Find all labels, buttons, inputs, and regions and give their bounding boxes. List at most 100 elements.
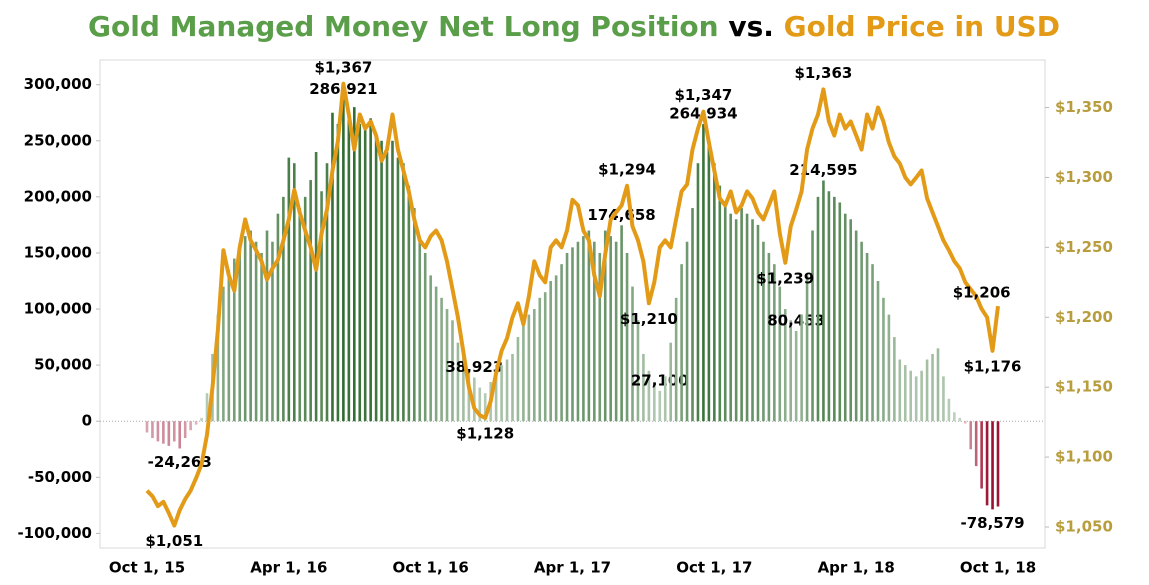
bar <box>953 412 956 422</box>
bar <box>380 140 383 422</box>
bar <box>816 196 820 422</box>
bar <box>767 252 771 422</box>
bar <box>254 241 258 422</box>
bar <box>216 314 220 422</box>
bar <box>265 230 269 422</box>
bar <box>167 421 171 446</box>
bar <box>914 376 918 422</box>
bar <box>287 157 291 422</box>
bar <box>958 417 962 422</box>
bar <box>473 377 476 422</box>
bar <box>647 370 651 422</box>
x-tick-label: Apr 1, 16 <box>250 559 327 577</box>
bar <box>898 359 902 422</box>
bar <box>402 163 405 422</box>
bar <box>352 107 356 422</box>
bar <box>691 208 694 422</box>
bar <box>909 370 913 422</box>
bar <box>827 191 831 422</box>
bar <box>969 421 973 450</box>
bar <box>702 124 705 422</box>
bar <box>222 286 225 422</box>
bar <box>494 370 498 422</box>
bar <box>538 297 542 422</box>
bar <box>925 359 929 422</box>
bar <box>822 180 825 422</box>
bar <box>396 157 400 422</box>
bar <box>887 314 891 422</box>
y2-tick-label: $1,100 <box>1055 448 1113 466</box>
y2-tick-label: $1,350 <box>1055 98 1113 116</box>
bar <box>533 309 536 422</box>
bar <box>811 230 814 422</box>
y-tick-label: 300,000 <box>24 75 92 93</box>
x-tick-label: Oct 1, 17 <box>676 559 752 577</box>
bar <box>314 151 318 422</box>
bar <box>260 252 263 422</box>
y-tick-label: 0 <box>82 412 92 430</box>
y2-tick-label: $1,050 <box>1055 518 1113 536</box>
bar <box>189 421 192 431</box>
y-tick-label: 100,000 <box>24 300 92 318</box>
bar <box>178 421 182 449</box>
bar <box>522 320 525 422</box>
bar <box>434 286 438 422</box>
bar <box>942 376 945 422</box>
bar <box>429 275 432 422</box>
bar <box>554 275 558 422</box>
bar <box>963 421 967 424</box>
bar <box>156 421 160 442</box>
bar <box>560 264 563 422</box>
data-label: $1,239 <box>756 269 814 287</box>
data-label: $1,176 <box>964 357 1022 375</box>
bar <box>996 421 1000 507</box>
bar <box>723 202 727 422</box>
bar <box>413 208 416 422</box>
bar <box>865 252 869 422</box>
bar <box>276 213 280 422</box>
bar <box>882 297 885 422</box>
bar <box>598 252 602 422</box>
bar <box>391 140 394 422</box>
bar <box>243 236 247 422</box>
title-part: vs. <box>728 10 774 43</box>
bar <box>347 118 351 422</box>
bar <box>663 376 667 422</box>
bar <box>783 309 787 422</box>
bar <box>303 196 307 422</box>
bar <box>636 320 640 422</box>
bar <box>571 247 574 422</box>
bar <box>614 241 618 422</box>
bar <box>549 281 552 422</box>
y-tick-label: 150,000 <box>24 243 92 261</box>
bar <box>931 353 934 422</box>
data-label: $1,367 <box>314 58 372 76</box>
bar <box>876 281 880 422</box>
data-label: $1,363 <box>794 64 852 82</box>
bar <box>369 118 372 422</box>
bar <box>603 230 607 422</box>
bar <box>778 286 782 422</box>
bar <box>374 135 378 422</box>
data-label: $1,347 <box>674 86 732 104</box>
bar <box>320 191 323 422</box>
bar <box>483 393 487 422</box>
bar <box>920 370 923 422</box>
y-tick-label: 50,000 <box>34 356 92 374</box>
bar <box>674 297 678 422</box>
bar <box>974 421 978 467</box>
bar <box>227 269 231 422</box>
bar <box>838 202 842 422</box>
bar <box>183 421 187 439</box>
bar <box>500 365 503 422</box>
bar <box>936 348 940 422</box>
bar <box>593 241 596 422</box>
bar <box>298 208 302 422</box>
bar <box>871 264 874 422</box>
data-label: -78,579 <box>960 514 1024 532</box>
bar <box>238 252 242 422</box>
bar <box>713 163 716 422</box>
bar <box>587 230 591 422</box>
bar <box>478 387 482 422</box>
bar <box>947 398 951 422</box>
